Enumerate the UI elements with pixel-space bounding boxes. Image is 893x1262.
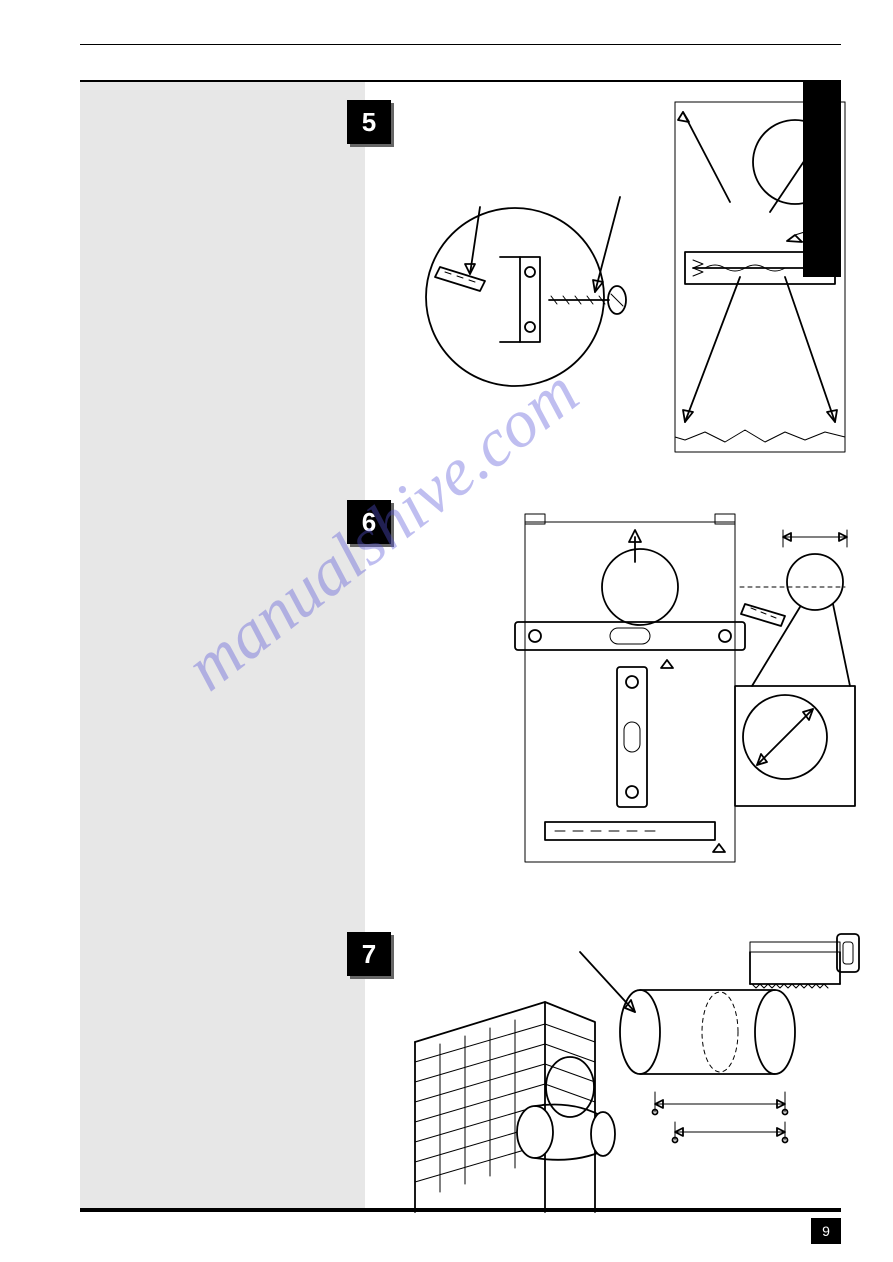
figure-6 xyxy=(385,482,865,912)
top-rule xyxy=(80,44,841,45)
page-frame: 5 6 7 xyxy=(80,80,841,1212)
page-number: 9 xyxy=(811,1218,841,1244)
content-area: 5 6 7 xyxy=(365,82,841,1208)
figure-5 xyxy=(385,82,865,482)
figure-7 xyxy=(385,912,865,1232)
left-sidebar xyxy=(80,82,365,1208)
